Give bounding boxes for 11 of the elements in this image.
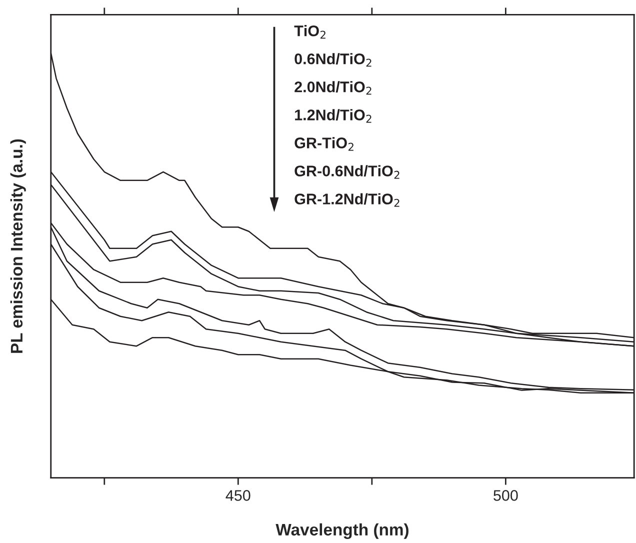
x-tick-label: 450 bbox=[226, 490, 250, 501]
annotation: 0.6Nd/TiO$_{2}$ bbox=[294, 53, 372, 67]
text: TiO$_{2}$ bbox=[294, 25, 326, 39]
annotation: GR-TiO$_{2}$ bbox=[294, 137, 354, 151]
annotation: 1.2Nd/TiO$_{2}$ bbox=[295, 109, 372, 123]
annotation: GR-1.2Nd/TiO$_{2}$ bbox=[294, 193, 400, 207]
annotation: GR-0.6Nd/TiO$_{2}$ bbox=[294, 165, 400, 179]
x-axis-title: Wavelength (nm) bbox=[276, 523, 408, 539]
x-tick-label: 500 bbox=[494, 490, 518, 501]
annotation: 2.0Nd/TiO$_{2}$ bbox=[294, 81, 372, 95]
y-axis-title: PL emission Intensity (a.u.) bbox=[10, 139, 26, 353]
